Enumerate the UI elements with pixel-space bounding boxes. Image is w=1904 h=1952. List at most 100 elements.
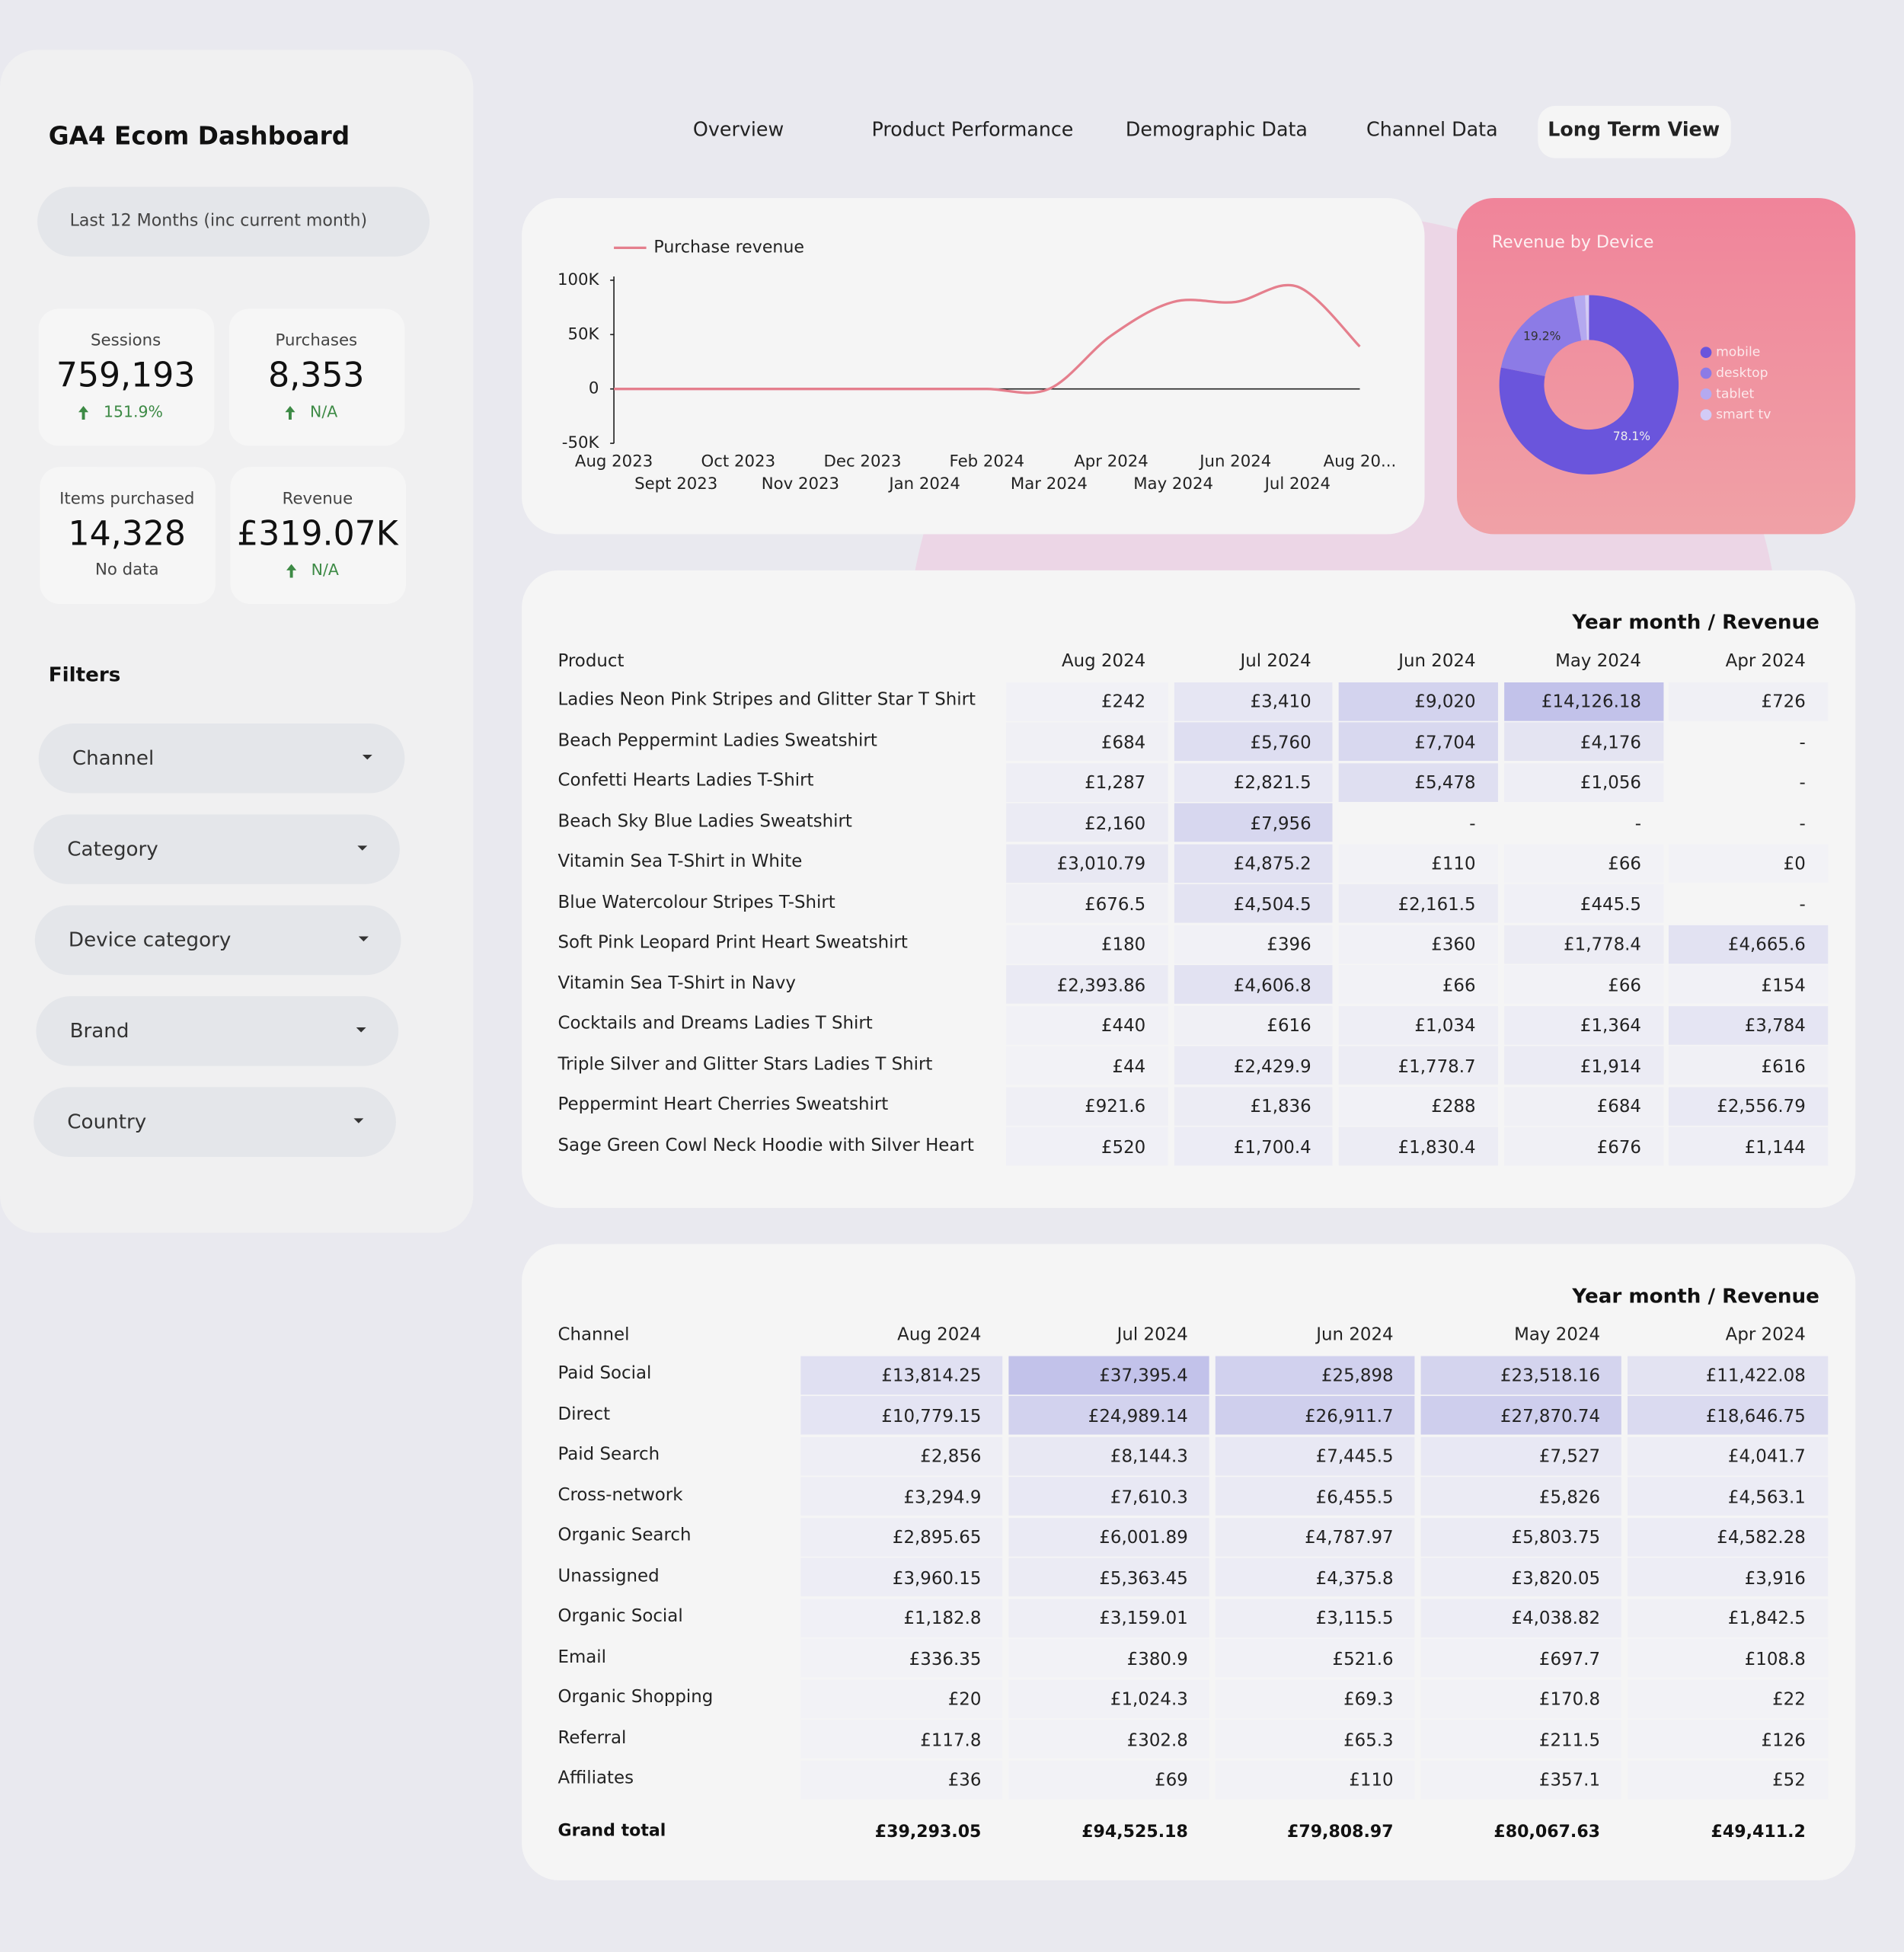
table-cell: £66 [1442,976,1476,996]
filter-dropdown[interactable] [34,905,401,976]
legend-dot [1700,388,1712,400]
table-cell: £1,034 [1414,1016,1476,1037]
table-cell: £10,779.15 [881,1406,982,1426]
filter-label[interactable]: Brand [69,1018,129,1043]
heat-cell [1420,1760,1621,1799]
table-cell: - [1634,813,1641,834]
revenue-line [614,283,1361,395]
y-tick-label: 0 [589,379,599,398]
heat-cell [1628,1477,1829,1516]
heat-cell [1504,1126,1664,1166]
row-label: Soft Pink Leopard Print Heart Sweatshirt [557,932,908,953]
heat-cell [1174,843,1333,883]
table-cell: £7,610.3 [1110,1487,1188,1508]
heat-cell [1338,1005,1498,1044]
table-cell: £18,646.75 [1705,1406,1806,1426]
tab[interactable]: Demographic Data [1125,118,1308,142]
table-cell: £921.6 [1085,1097,1146,1117]
heat-cell [1668,843,1829,883]
table-cell: £66 [1608,976,1641,996]
filter-dropdown[interactable] [36,996,399,1066]
table-cell: £288 [1431,1097,1476,1117]
active-tab-pill[interactable] [1538,105,1731,158]
table-cell: £1,836 [1250,1097,1311,1117]
heat-cell [1420,1517,1621,1556]
filter-label[interactable]: Category [67,836,158,861]
heat-cell [1420,1355,1621,1395]
heat-cell [1628,1517,1829,1556]
heat-cell [1008,1395,1209,1435]
y-tick-label: -50K [562,433,600,452]
heat-cell [1215,1557,1415,1597]
table-cell: £13,814.25 [881,1366,982,1386]
heat-cell [1628,1395,1829,1435]
filter-label[interactable]: Country [67,1109,147,1133]
up-arrow [78,406,89,420]
row-label: Peppermint Heart Cherries Sweatshirt [557,1094,889,1115]
row-label: Organic Search [557,1525,692,1546]
table-cell: £684 [1101,733,1146,753]
row-label: Direct [557,1404,611,1424]
kpi-label: Items purchased [59,490,195,509]
heat-cell [1504,843,1664,883]
table-cell: £20 [947,1689,982,1710]
filters-title: Filters [48,662,121,686]
filter-dropdown[interactable] [38,723,405,794]
heat-cell [1008,1720,1209,1759]
caret [362,754,372,760]
tab[interactable]: Channel Data [1366,118,1498,142]
kpi-delta: N/A [311,560,339,579]
heat-cell [800,1355,1003,1395]
heat-cell [1174,1005,1333,1044]
date-pill[interactable] [37,187,430,257]
heat-cell [1008,1679,1209,1718]
row-label: Affiliates [557,1768,634,1788]
row-label: Paid Search [557,1444,660,1465]
filter-label[interactable]: Channel [72,746,155,770]
column-header: May 2024 [1514,1324,1601,1345]
filter-label[interactable]: Device category [68,928,232,952]
heat-cell [1008,1638,1209,1678]
dropdown-caret [356,1027,366,1033]
row-label: Sage Green Cowl Neck Hoodie with Silver … [557,1135,974,1155]
total-cell: £79,808.97 [1286,1822,1394,1842]
row-label: Cocktails and Dreams Ladies T Shirt [557,1013,873,1034]
heat-cell [1628,1355,1829,1395]
heat-cell [1504,883,1664,923]
heat-cell [1008,1477,1209,1516]
column-header: Jul 2024 [1240,651,1311,672]
row-label: Blue Watercolour Stripes T-Shirt [557,892,835,912]
filter-dropdown[interactable] [34,814,400,884]
tab[interactable]: Overview [692,118,784,142]
filter-dropdown[interactable] [34,1087,396,1157]
heat-cell [1668,1005,1829,1044]
heat-cell [1215,1679,1415,1718]
table-cell: £1,056 [1580,773,1641,794]
table-cell: £1,182.8 [903,1609,982,1629]
heat-cell [1006,1126,1168,1166]
legend-label: Purchase revenue [653,238,804,257]
tab[interactable]: Long Term View [1548,118,1720,142]
heat-cell [1504,1046,1664,1085]
table-cell: £336.35 [909,1649,982,1669]
table-cell: £6,001.89 [1099,1528,1188,1548]
x-tick-label: Jan 2024 [887,474,960,494]
table-cell: £108.8 [1744,1649,1806,1669]
x-tick-label: May 2024 [1133,474,1213,494]
heat-cell [1338,1086,1498,1126]
table-cell: £7,527 [1538,1446,1601,1468]
tab[interactable]: Product Performance [871,118,1074,142]
heat-cell [1006,925,1168,963]
table-cell: £4,375.8 [1315,1568,1394,1589]
table-cell: £110 [1349,1771,1394,1791]
table-cell: £3,294.9 [903,1487,982,1508]
heat-cell [1006,883,1168,923]
dropdown-caret [362,754,372,760]
table-cell: - [1799,733,1806,753]
table-cell: £4,787.97 [1305,1528,1394,1548]
heat-cell [1338,722,1498,762]
table-cell: £26,911.7 [1305,1406,1394,1426]
legend-dot [1700,367,1712,379]
table-cell: £4,176 [1580,733,1641,753]
table-cell: £170.8 [1538,1689,1601,1710]
